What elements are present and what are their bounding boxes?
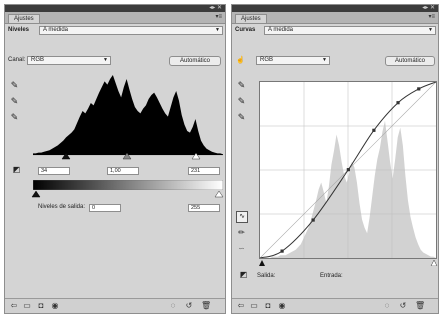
delete-icon[interactable]: 🗑 [201,301,212,310]
input-black-slider[interactable] [259,260,265,266]
channel-dropdown[interactable]: RGB ▼ [256,56,330,65]
panel-menu-icon[interactable]: ▾≡ [215,14,222,20]
panel-bottom-toolbar: ⇦ ▭ ◘ ◉ ◌ ↺ 🗑 [232,298,438,313]
clip-warning-icon[interactable]: ◩ [239,270,248,279]
reset-icon[interactable]: ↺ [399,301,407,310]
curves-graph[interactable] [259,81,437,259]
preset-dropdown[interactable]: A medida ▼ [39,26,223,35]
preset-dropdown[interactable]: A medida ▼ [264,26,436,35]
levels-panel: ◂▸ ✕ Ajustes ▾≡ Niveles A medida ▼ Canal… [4,4,226,314]
panel-title-bar[interactable]: ◂▸ ✕ [5,5,225,12]
curve-control-point[interactable] [372,128,376,132]
input-white-slider[interactable] [191,152,201,160]
channel-value: RGB [260,57,274,63]
auto-button[interactable]: Automático [385,56,435,66]
levels-histogram [33,71,223,163]
collapse-icon[interactable]: ◂▸ ✕ [422,5,435,11]
preset-value: A medida [43,27,69,33]
input-black-slider[interactable] [61,152,71,160]
curve-control-point[interactable] [311,218,315,222]
preset-value: A medida [268,27,294,33]
visibility-eye-icon[interactable]: ◉ [278,301,286,310]
adjustment-type-label: Niveles [8,27,30,33]
reset-icon[interactable]: ↺ [185,301,193,310]
gray-eyedropper-icon[interactable]: ✎ [237,96,246,106]
black-eyedropper-icon[interactable]: ✎ [237,80,246,90]
panel-menu-icon[interactable]: ▾≡ [428,14,435,20]
chevron-down-icon: ▼ [322,57,327,63]
curve-control-point[interactable] [417,87,421,91]
input-white-slider[interactable] [430,260,438,266]
target-adjust-hand-icon[interactable]: ☝ [236,57,245,64]
panel-tab-row: Ajustes ▾≡ [232,12,438,24]
panel-title-bar[interactable]: ◂▸ ✕ [232,5,438,12]
curve-control-point[interactable] [396,101,400,105]
expanded-view-icon[interactable]: ▭ [250,301,258,310]
input-gamma-slider[interactable] [122,152,132,160]
curves-panel: ◂▸ ✕ Ajustes ▾≡ Curvas A medida ▼ ☝ RGB … [231,4,439,314]
adjustment-type-label: Curvas [235,27,256,33]
output-slider-track[interactable] [5,190,227,198]
input-gamma-field[interactable]: 1,00 [107,167,139,175]
input-label: Entrada: [320,273,343,279]
channel-value: RGB [31,57,45,63]
pencil-draw-icon[interactable]: ✏ [238,228,245,237]
output-gradient-bar [33,180,223,190]
input-black-field[interactable]: 34 [38,167,70,175]
chevron-down-icon: ▼ [215,27,220,33]
output-label: Salida: [257,273,276,279]
tab-ajustes[interactable]: Ajustes [8,14,40,23]
clip-to-layer-icon[interactable]: ◘ [38,301,44,310]
view-previous-icon[interactable]: ◌ [384,301,390,310]
output-black-field[interactable]: 0 [89,204,121,212]
curve-control-point[interactable] [346,168,350,172]
tab-ajustes[interactable]: Ajustes [235,14,267,23]
curve-control-point[interactable] [280,249,284,253]
chevron-down-icon: ▼ [103,57,108,63]
white-eyedropper-icon[interactable]: ✎ [237,112,246,122]
output-white-field[interactable]: 255 [188,204,220,212]
histogram-area [33,75,223,155]
output-levels-label: Niveles de salida: [38,204,86,210]
channel-dropdown[interactable]: RGB ▼ [27,56,111,65]
visibility-eye-icon[interactable]: ◉ [51,301,59,310]
collapse-icon[interactable]: ◂▸ ✕ [209,5,222,11]
clip-to-layer-icon[interactable]: ◘ [265,301,271,310]
panel-bottom-toolbar: ⇦ ▭ ◘ ◉ ◌ ↺ 🗑 [5,298,225,313]
smooth-curve-icon[interactable]: ∽ [238,244,245,253]
histogram-graph [33,75,223,156]
curve-plot[interactable] [260,82,436,258]
panel-tab-row: Ajustes ▾≡ [5,12,225,24]
view-previous-icon[interactable]: ◌ [170,301,176,310]
delete-icon[interactable]: 🗑 [415,301,426,310]
output-black-slider[interactable] [31,190,41,198]
return-to-list-icon[interactable]: ⇦ [10,301,18,310]
tone-curve[interactable] [260,82,436,258]
expanded-view-icon[interactable]: ▭ [23,301,31,310]
curve-slider-track[interactable] [258,260,438,266]
channel-label: Canal: [8,57,26,63]
input-slider-track[interactable] [5,152,227,160]
input-white-field[interactable]: 231 [188,167,220,175]
chevron-down-icon: ▼ [428,27,433,33]
output-white-slider[interactable] [214,190,224,198]
clip-warning-icon[interactable]: ◩ [12,165,21,174]
gray-eyedropper-icon[interactable]: ✎ [10,96,19,106]
black-eyedropper-icon[interactable]: ✎ [10,80,19,90]
white-eyedropper-icon[interactable]: ✎ [10,112,19,122]
curve-point-tool-icon[interactable]: ∿ [236,211,248,223]
return-to-list-icon[interactable]: ⇦ [237,301,245,310]
auto-button[interactable]: Automático [169,56,221,66]
